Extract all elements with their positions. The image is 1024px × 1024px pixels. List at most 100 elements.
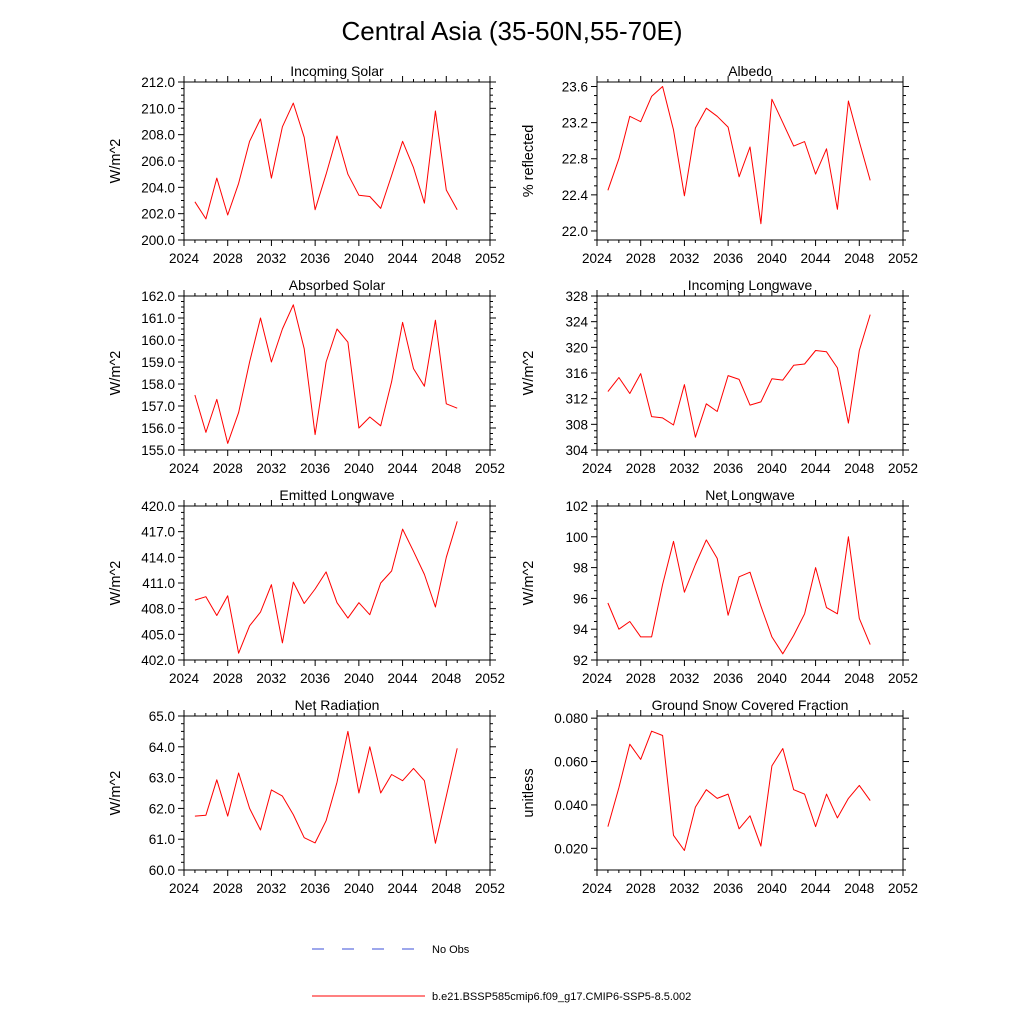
x-tick-label: 2044 [388,461,419,476]
x-tick-label: 2036 [300,671,330,686]
x-tick-label: 2052 [475,881,505,896]
panel-net-radiation: Net Radiation W/m^2 2024 2028 2032 2036 2040 20… [108,697,505,896]
x-tick-label: 2028 [626,881,656,896]
y-tick-label: 157.0 [141,399,175,414]
x-tick-label: 2040 [757,251,787,266]
panel-title: Emitted Longwave [279,487,394,503]
y-tick-label: 408.0 [141,602,175,617]
y-tick-label: 417.0 [141,525,175,540]
x-tick-label: 2052 [888,461,918,476]
y-tick-label: 98 [573,561,588,576]
panel-title: Incoming Solar [290,63,384,79]
y-tick-label: 161.0 [141,311,175,326]
x-tick-label: 2024 [169,251,200,266]
x-tick-label: 2040 [757,671,787,686]
y-tick-label: 22.4 [562,188,589,203]
panels: Incoming Solar W/m^2 2024 2028 2032 2036 2040 2… [108,63,918,896]
legend-label-model-run: b.e21.BSSP585cmip6.f09_g17.CMIP6-SSP5-8.… [432,991,691,1003]
plot-frame [596,715,904,871]
y-tick-label: 0.080 [554,711,588,726]
x-tick-label: 2024 [582,881,613,896]
x-tick-label: 2036 [713,671,743,686]
x-tick-label: 2040 [344,671,374,686]
y-axis-label: unitless [521,768,537,817]
x-tick-label: 2028 [626,671,656,686]
x-tick-label: 2032 [256,671,286,686]
plot-frame [183,81,491,241]
plot-frame [183,295,491,451]
panel-absorbed-solar: Absorbed Solar W/m^2 2024 2028 2032 2036 2040 2… [108,277,505,476]
x-tick-label: 2052 [888,671,918,686]
x-tick-label: 2052 [475,461,505,476]
panel-title: Net Longwave [705,487,795,503]
x-tick-label: 2036 [300,461,330,476]
y-tick-label: 92 [573,653,588,668]
y-tick-label: 100 [565,530,588,545]
x-tick-label: 2040 [757,881,787,896]
y-tick-label: 405.0 [141,627,175,642]
y-axis-label: % reflected [521,125,537,198]
y-tick-label: 22.0 [562,224,588,239]
y-tick-label: 102 [565,499,588,514]
y-tick-label: 411.0 [142,576,175,591]
x-tick-label: 2040 [757,461,787,476]
x-tick-label: 2036 [713,881,743,896]
y-tick-label: 23.2 [562,116,588,131]
panel-albedo: Albedo % reflected 2024 2028 2032 2036 2040 204… [521,63,918,266]
y-tick-label: 206.0 [141,154,175,169]
legend-label-no-obs: No Obs [432,944,470,956]
y-tick-label: 159.0 [141,355,175,370]
x-tick-label: 2040 [344,881,374,896]
x-tick-label: 2028 [213,671,243,686]
x-tick-label: 2032 [256,461,286,476]
y-tick-label: 202.0 [141,207,175,222]
x-tick-label: 2040 [344,461,374,476]
y-tick-label: 62.0 [149,801,175,816]
y-tick-label: 320 [565,340,588,355]
panel-title: Absorbed Solar [289,277,386,293]
y-tick-label: 324 [565,315,588,330]
x-tick-label: 2036 [300,881,330,896]
x-tick-label: 2048 [431,251,461,266]
x-tick-label: 2052 [888,251,918,266]
y-tick-label: 23.6 [562,80,588,95]
y-axis-label: W/m^2 [108,351,124,396]
y-axis-label: W/m^2 [521,351,537,396]
x-tick-label: 2048 [844,671,874,686]
x-tick-label: 2048 [844,461,874,476]
x-tick-label: 2028 [626,251,656,266]
y-tick-label: 155.0 [141,443,175,458]
y-tick-label: 308 [565,417,588,432]
x-tick-label: 2028 [213,461,243,476]
y-tick-label: 0.060 [554,755,588,770]
y-tick-label: 210.0 [141,101,175,116]
x-tick-label: 2044 [801,671,832,686]
y-tick-label: 94 [573,622,589,637]
x-tick-label: 2032 [256,251,286,266]
x-tick-label: 2048 [431,461,461,476]
x-tick-label: 2024 [582,461,613,476]
plot-frame [596,295,904,451]
series-line [194,102,458,220]
panel-title: Albedo [728,63,772,79]
y-tick-label: 328 [565,289,588,304]
figure-title: Central Asia (35-50N,55-70E) [341,16,682,46]
panel-title: Net Radiation [295,697,380,713]
panel-incoming-longwave: Incoming Longwave W/m^2 2024 2028 2032 2036 20… [521,277,918,476]
y-tick-label: 312 [565,392,588,407]
x-tick-label: 2048 [844,881,874,896]
x-tick-label: 2028 [213,251,243,266]
y-axis-label: W/m^2 [108,139,124,184]
y-tick-label: 316 [565,366,588,381]
x-tick-label: 2024 [169,881,200,896]
y-tick-label: 208.0 [141,128,175,143]
y-tick-label: 420.0 [141,499,175,514]
x-tick-label: 2048 [431,881,461,896]
x-tick-label: 2032 [669,881,699,896]
y-tick-label: 96 [573,591,588,606]
series-line [607,86,871,225]
panel-ground-snow-covered-fraction: Ground Snow Covered Fraction unitless 2024… [521,697,918,896]
y-tick-label: 414.0 [141,550,175,565]
y-tick-label: 22.8 [562,152,588,167]
y-tick-label: 64.0 [149,740,175,755]
